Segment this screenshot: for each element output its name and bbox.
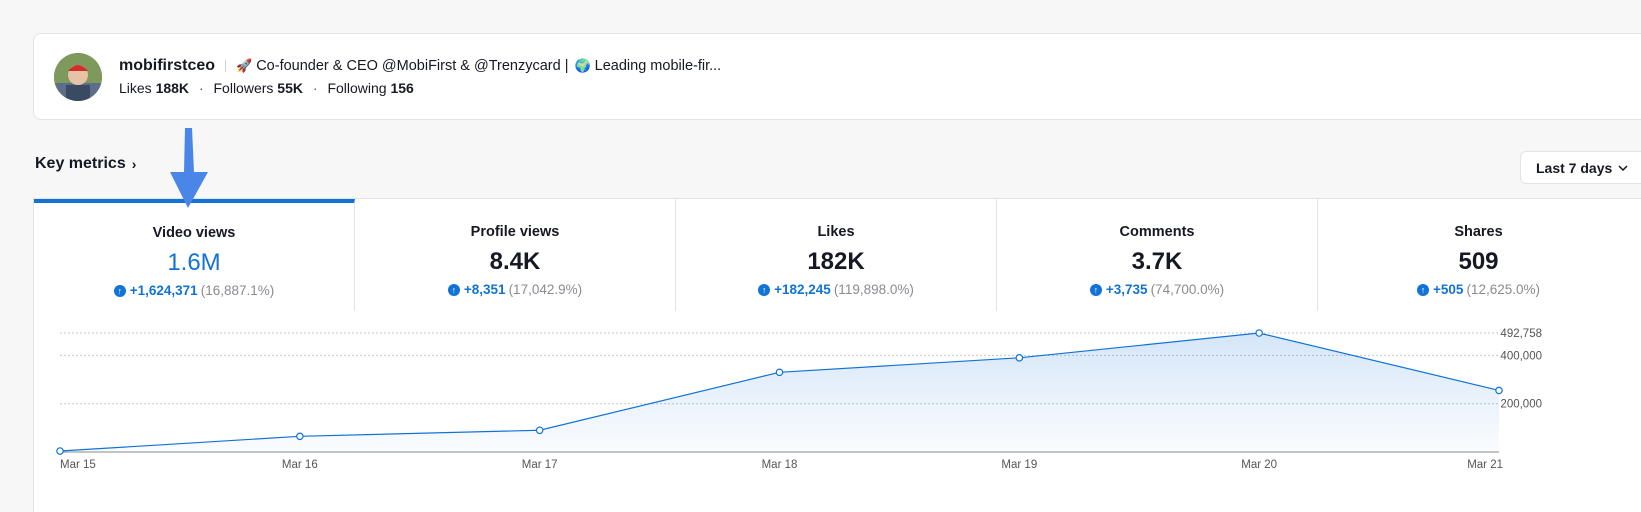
tab-value: 509	[1458, 248, 1499, 275]
tab-label: Profile views	[470, 224, 560, 240]
x-tick-label: Mar 15	[60, 459, 96, 471]
delta-percent: (17,042.9%)	[508, 282, 583, 297]
tab-likes[interactable]: Likes 182K ↑ +182,245 (119,898.0%)	[676, 199, 997, 311]
delta-value: +1,624,371	[129, 283, 198, 298]
delta-value: +8,351	[463, 282, 506, 297]
tab-delta: ↑ +8,351 (17,042.9%)	[355, 282, 675, 297]
followers-value: 55K	[277, 80, 303, 96]
following-label: Following	[327, 80, 387, 96]
arrow-up-circle-icon: ↑	[447, 283, 460, 296]
tab-label: Comments	[1119, 224, 1195, 240]
tab-label: Likes	[817, 224, 855, 240]
tab-label: Shares	[1454, 224, 1503, 240]
x-tick-label: Mar 16	[282, 459, 318, 471]
y-tick-label: 200,000	[1500, 399, 1542, 411]
x-tick-label: Mar 20	[1241, 459, 1277, 471]
tab-value: 3.7K	[1131, 248, 1183, 275]
data-point[interactable]	[535, 426, 544, 435]
data-point[interactable]	[296, 432, 304, 441]
tab-delta: ↑ +505 (12,625.0%)	[1318, 282, 1639, 297]
stat-separator: ·	[312, 80, 318, 96]
tab-shares[interactable]: Shares 509 ↑ +505 (12,625.0%)	[1318, 199, 1639, 311]
date-range-dropdown[interactable]: Last 7 days	[1520, 151, 1641, 184]
data-point[interactable]	[775, 368, 784, 377]
arrow-up-circle-icon: ↑	[1417, 283, 1430, 296]
avatar[interactable]	[54, 53, 102, 101]
arrow-up-circle-icon: ↑	[758, 283, 771, 296]
globe-icon: 🌍	[574, 58, 591, 73]
series-area	[60, 333, 1499, 452]
delta-percent: (74,700.0%)	[1150, 282, 1225, 297]
username[interactable]: mobifirstceo	[119, 57, 216, 74]
bio: 🚀 Co-founder & CEO @MobiFirst & @Trenzyc…	[236, 58, 721, 74]
tab-comments[interactable]: Comments 3.7K ↑ +3,735 (74,700.0%)	[997, 199, 1318, 311]
tab-value: 8.4K	[489, 248, 541, 275]
tab-value: 182K	[807, 248, 865, 275]
delta-value: +3,735	[1105, 282, 1148, 297]
y-tick-label: 492,758	[1500, 328, 1542, 340]
tab-profile-views[interactable]: Profile views 8.4K ↑ +8,351 (17,042.9%)	[355, 199, 676, 311]
data-point[interactable]	[1255, 329, 1263, 337]
rocket-icon: 🚀	[236, 58, 253, 73]
x-tick-label: Mar 18	[762, 459, 798, 471]
arrow-up-circle-icon: ↑	[113, 284, 126, 297]
tab-delta: ↑ +3,735 (74,700.0%)	[997, 282, 1317, 297]
following-value: 156	[390, 80, 414, 96]
data-point[interactable]	[1015, 354, 1024, 362]
stat-separator: ·	[198, 80, 204, 96]
data-point[interactable]	[56, 447, 64, 455]
x-tick-label: Mar 17	[522, 459, 558, 471]
tab-delta: ↑ +182,245 (119,898.0%)	[676, 282, 996, 297]
likes-label: Likes	[119, 80, 152, 96]
likes-value: 188K	[155, 80, 190, 96]
data-point[interactable]	[1495, 386, 1503, 395]
date-range-label: Last 7 days	[1536, 159, 1613, 176]
tab-video-views[interactable]: Video views 1.6M ↑ +1,624,371 (16,887.1%)	[34, 199, 355, 311]
tab-delta: ↑ +1,624,371 (16,887.1%)	[34, 283, 354, 298]
arrow-up-circle-icon: ↑	[1089, 283, 1102, 296]
chevron-right-icon: ›	[131, 156, 137, 172]
key-metrics-link[interactable]: Key metrics ›	[35, 155, 136, 173]
profile-card: mobifirstceo 🚀 Co-founder & CEO @MobiFir…	[33, 33, 1641, 120]
delta-percent: (16,887.1%)	[200, 283, 275, 298]
delta-value: +182,245	[774, 282, 831, 297]
tab-value: 1.6M	[167, 249, 221, 276]
bio-text-1: Co-founder & CEO @MobiFirst & @Trenzycar…	[256, 58, 569, 74]
chart-panel: 200,000 400,000 492,758 Mar 15 Mar 16 Mar 17 M…	[33, 311, 1641, 512]
y-tick-label: 400,000	[1500, 350, 1542, 362]
annotation-arrow-icon	[170, 128, 208, 208]
key-metrics-title: Key metrics	[35, 155, 126, 172]
x-tick-label: Mar 21	[1467, 459, 1503, 471]
views-chart: 200,000 400,000 492,758 Mar 15 Mar 16 Mar 17 M…	[56, 328, 1542, 471]
delta-value: +505	[1433, 282, 1464, 297]
tab-label: Video views	[152, 225, 236, 241]
chevron-down-icon	[1618, 162, 1628, 174]
profile-stats: Likes 188K · Followers 55K · Following 1…	[119, 80, 414, 96]
bio-text-2: Leading mobile-fir...	[594, 58, 722, 74]
metric-tabs: Video views 1.6M ↑ +1,624,371 (16,887.1%) Pro…	[33, 198, 1641, 312]
divider	[225, 60, 227, 72]
delta-percent: (12,625.0%)	[1466, 282, 1540, 297]
followers-label: Followers	[213, 80, 274, 96]
delta-percent: (119,898.0%)	[833, 282, 914, 297]
x-tick-label: Mar 19	[1001, 459, 1037, 471]
